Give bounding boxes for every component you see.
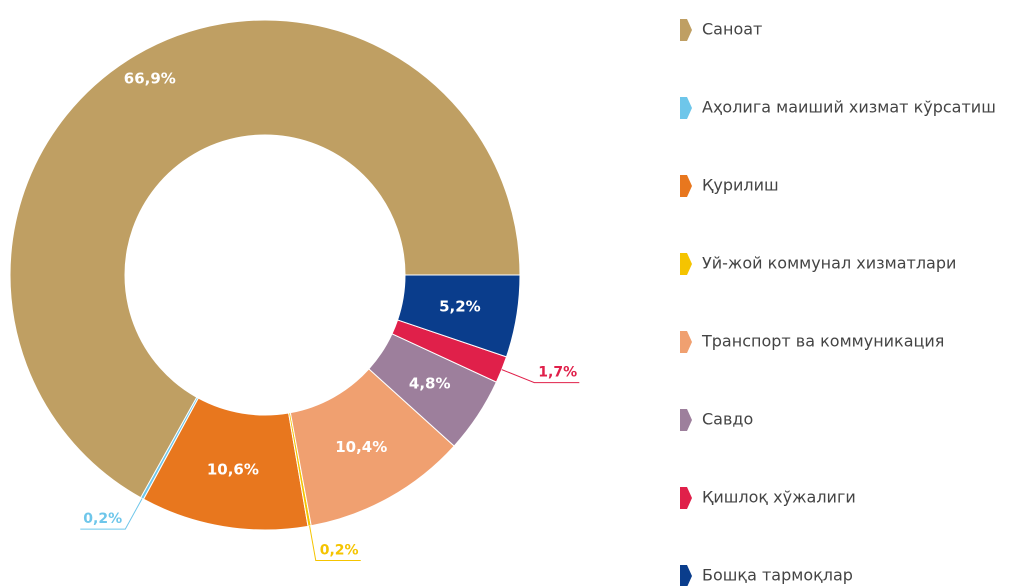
- slice-label: 5,2%: [439, 298, 481, 316]
- legend-marker: [680, 487, 692, 509]
- legend-marker: [680, 19, 692, 41]
- slice-label: 1,7%: [538, 365, 577, 381]
- legend-marker: [680, 331, 692, 353]
- slice: [9, 19, 521, 499]
- leader-line: [80, 498, 143, 530]
- slice-label: 66,9%: [124, 69, 176, 87]
- legend-label: Қурилиш: [702, 176, 779, 195]
- legend-label: Бошқа тармоқлар: [702, 566, 853, 585]
- legend-label: Аҳолига маиший хизмат кўрсатиш: [702, 98, 996, 117]
- legend-marker: [680, 97, 692, 119]
- legend-label: Савдо: [702, 410, 753, 429]
- slice-label: 0,2%: [83, 511, 122, 527]
- legend-label: Транспорт ва коммуникация: [701, 332, 944, 351]
- slice-label: 10,4%: [335, 438, 387, 456]
- legend-marker: [680, 175, 692, 197]
- slice: [396, 274, 521, 358]
- legend-marker: [680, 409, 692, 431]
- slice-label: 10,6%: [207, 460, 259, 478]
- legend-label: Саноат: [702, 20, 762, 39]
- legend-label: Уй-жой коммунал хизматлари: [702, 254, 956, 273]
- legend-label: Қишлоқ хўжалиги: [702, 488, 856, 507]
- legend-marker: [680, 565, 692, 586]
- slice-label: 0,2%: [320, 543, 359, 559]
- leader-line: [309, 525, 361, 562]
- slice-label: 4,8%: [409, 374, 451, 392]
- legend-marker: [680, 253, 692, 275]
- leader-line: [501, 369, 580, 384]
